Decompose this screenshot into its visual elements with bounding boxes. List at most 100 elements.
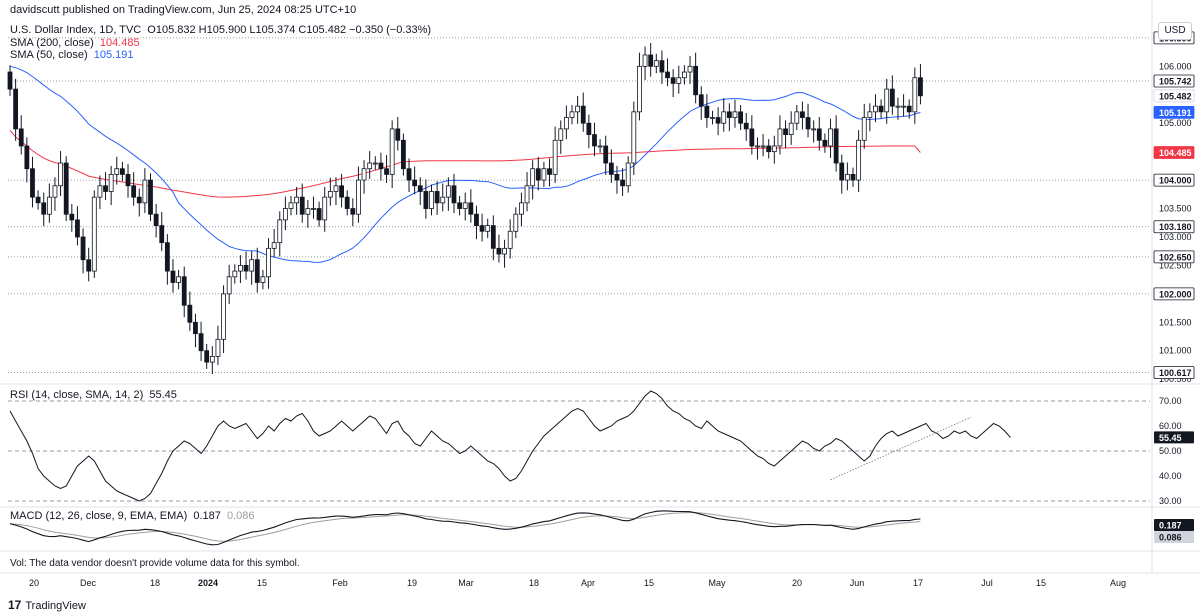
candle[interactable] [69, 213, 75, 221]
candle[interactable] [766, 145, 772, 153]
candle[interactable] [918, 77, 923, 97]
candle[interactable] [726, 111, 732, 118]
candle[interactable] [844, 174, 850, 181]
candle[interactable] [209, 356, 215, 363]
candle[interactable] [333, 185, 339, 192]
candle[interactable] [682, 71, 687, 79]
signal-value-badge[interactable] [1154, 531, 1194, 543]
candle[interactable] [41, 202, 47, 215]
candle[interactable] [395, 128, 401, 141]
candle[interactable] [136, 196, 142, 204]
candle[interactable] [642, 54, 648, 67]
candle[interactable] [743, 122, 749, 130]
candle[interactable] [788, 122, 794, 135]
candle[interactable] [52, 185, 58, 198]
macd-legend[interactable]: MACD (12, 26, close, 9, EMA, EMA) 0.187 … [10, 510, 254, 522]
candle[interactable] [361, 168, 367, 181]
candle[interactable] [198, 333, 204, 352]
candle[interactable] [266, 247, 271, 278]
candle[interactable] [63, 162, 69, 215]
candle[interactable] [822, 139, 828, 147]
candle[interactable] [670, 77, 676, 84]
candle[interactable] [75, 219, 80, 238]
candle[interactable] [24, 145, 30, 170]
candle[interactable] [226, 276, 232, 295]
candle[interactable] [148, 179, 153, 215]
price-label-badge[interactable] [1153, 250, 1195, 264]
candle[interactable] [552, 139, 558, 175]
candle[interactable] [378, 162, 384, 170]
candle[interactable] [400, 139, 406, 170]
candle[interactable] [575, 105, 581, 113]
candle[interactable] [558, 128, 564, 141]
candle[interactable] [861, 117, 867, 141]
candle[interactable] [839, 162, 845, 181]
candle[interactable] [659, 60, 665, 73]
candle[interactable] [232, 270, 238, 278]
candle[interactable] [760, 145, 766, 148]
candle[interactable] [434, 191, 440, 204]
candle[interactable] [513, 213, 519, 232]
candle[interactable] [159, 225, 165, 244]
candle[interactable] [350, 208, 356, 215]
candle[interactable] [738, 111, 743, 124]
candle[interactable] [243, 265, 249, 272]
candle[interactable] [120, 168, 125, 175]
candle[interactable] [665, 71, 670, 79]
candle[interactable] [474, 213, 479, 226]
price-label-badge[interactable] [1153, 287, 1195, 301]
currency-button[interactable]: USD [1158, 22, 1192, 40]
candle[interactable] [80, 236, 86, 261]
candle[interactable] [732, 111, 738, 118]
candle[interactable] [541, 168, 547, 181]
candle[interactable] [507, 230, 513, 249]
candle[interactable] [249, 259, 255, 272]
sma200-legend[interactable]: SMA (200, close) 104.485 [10, 37, 140, 49]
candle[interactable] [204, 350, 210, 363]
time-axis[interactable]: 20 Dec 18 2024 15 Feb 19 Mar 18 Apr 15 May 20 Jun 17 Ju… [29, 578, 1126, 588]
candle[interactable] [170, 270, 176, 283]
candle[interactable] [884, 88, 890, 113]
candle[interactable] [58, 162, 63, 187]
symbol-title[interactable]: U.S. Dollar Index, 1D, TVC [10, 24, 142, 36]
price-label-badge[interactable] [1153, 105, 1195, 119]
price-label-badge[interactable] [1153, 366, 1195, 379]
candle[interactable] [878, 105, 884, 113]
candle[interactable] [856, 139, 862, 181]
rsi-value-badge[interactable] [1154, 431, 1194, 444]
candle[interactable] [811, 128, 817, 131]
candle[interactable] [215, 338, 221, 357]
candle[interactable] [502, 247, 507, 255]
price-label-badge[interactable] [1153, 74, 1195, 88]
candle[interactable] [535, 168, 541, 181]
candle[interactable] [299, 196, 305, 215]
candle[interactable] [603, 145, 609, 164]
candle[interactable] [35, 196, 41, 204]
candle[interactable] [344, 196, 350, 209]
candle[interactable] [563, 117, 569, 130]
candle[interactable] [721, 111, 727, 124]
candle[interactable] [749, 128, 755, 147]
candle[interactable] [153, 213, 159, 226]
tradingview-branding[interactable]: 17 TradingView [8, 598, 86, 612]
candle[interactable] [86, 259, 92, 272]
rsi-legend[interactable]: RSI (14, close, SMA, 14, 2) 55.45 [10, 389, 177, 401]
candle[interactable] [462, 202, 468, 209]
candle[interactable] [164, 242, 170, 272]
candle[interactable] [367, 162, 373, 170]
candle[interactable] [181, 276, 187, 306]
candle[interactable] [457, 202, 463, 209]
candle[interactable] [406, 168, 412, 181]
candle[interactable] [906, 105, 912, 113]
candle[interactable] [485, 225, 491, 232]
rsi-line[interactable] [9, 390, 1011, 502]
candle[interactable] [715, 117, 721, 124]
candle[interactable] [912, 77, 918, 113]
macd-pane[interactable] [9, 510, 921, 546]
candle[interactable] [777, 128, 783, 147]
candle[interactable] [30, 168, 35, 198]
candle[interactable] [193, 321, 198, 335]
macd-line[interactable] [9, 510, 921, 546]
sma50-legend[interactable]: SMA (50, close) 105.191 [10, 49, 133, 61]
